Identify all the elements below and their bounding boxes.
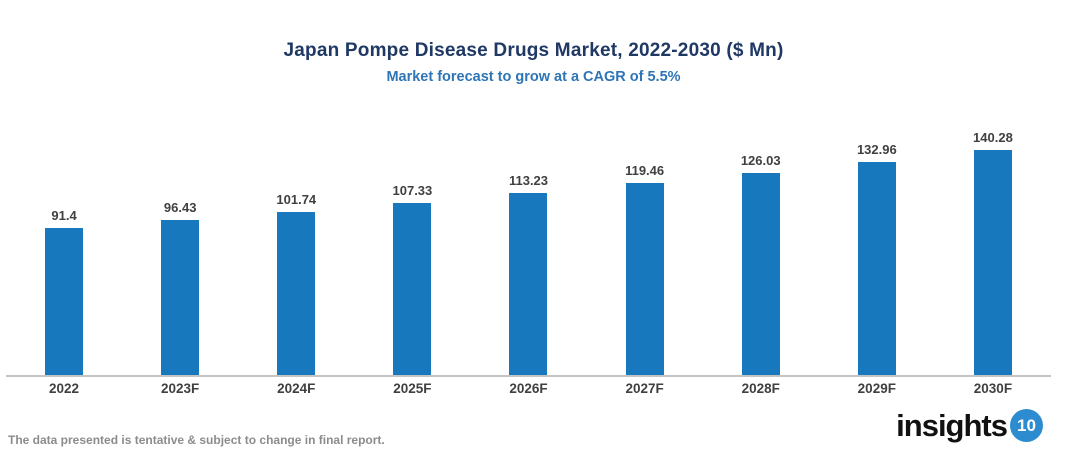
bar: [277, 212, 316, 375]
bar-chart-plot-area: 91.4 96.43 101.74 107.33 113.23 119.46 1…: [6, 120, 1051, 377]
chart-subtitle: Market forecast to grow at a CAGR of 5.5…: [386, 69, 681, 85]
x-axis-label: 2030F: [973, 381, 1013, 396]
x-axis-label: 2026F: [509, 381, 548, 396]
x-axis-line: [6, 375, 1051, 377]
bar: [973, 150, 1012, 375]
logo-text: insights: [896, 408, 1008, 443]
bar: [857, 162, 896, 375]
x-axis-labels-row: 2022 2023F 2024F 2025F 2026F 2027F 2028F 2029F 2…: [6, 381, 1051, 396]
bar-column: 119.46: [587, 163, 703, 375]
bar-column: 91.4: [6, 208, 122, 375]
x-axis-label: 2027F: [625, 381, 664, 396]
x-axis-label: 2029F: [857, 381, 896, 396]
bar-value-label: 132.96: [856, 142, 897, 157]
bar-column: 96.43: [122, 200, 238, 375]
bar-column: 101.74: [238, 192, 354, 375]
x-axis-label: 2025F: [393, 381, 432, 396]
x-axis-label: 2022: [49, 381, 80, 396]
x-axis-label: 2028F: [741, 381, 780, 396]
x-axis-label: 2023F: [161, 381, 200, 396]
bar-value-label: 113.23: [508, 173, 549, 188]
bar-column: 132.96: [819, 142, 935, 375]
bar-value-label: 96.43: [163, 200, 197, 215]
bar-value-label: 119.46: [625, 163, 665, 178]
bar-column: 140.28: [935, 130, 1051, 375]
bar: [161, 220, 200, 375]
bar-value-label: 101.74: [276, 192, 317, 207]
bar-column: 113.23: [470, 173, 586, 375]
logo-badge-circle: 10: [1010, 409, 1043, 442]
bar: [509, 193, 548, 375]
bar: [741, 173, 780, 375]
bar-value-label: 91.4: [51, 208, 77, 223]
insights10-logo: insights 10: [896, 409, 1043, 442]
x-axis-label: 2024F: [277, 381, 316, 396]
footer-disclaimer: The data presented is tentative & subjec…: [8, 433, 385, 447]
page-title: Japan Pompe Disease Drugs Market, 2022-2…: [283, 40, 784, 61]
bar: [625, 183, 664, 375]
bar: [45, 228, 84, 375]
bar-value-label: 126.03: [740, 153, 781, 168]
bar-column: 107.33: [354, 183, 470, 375]
bar: [393, 203, 432, 375]
bar-value-label: 140.28: [973, 130, 1013, 145]
bar-column: 126.03: [703, 153, 819, 375]
bar-value-label: 107.33: [392, 183, 433, 198]
